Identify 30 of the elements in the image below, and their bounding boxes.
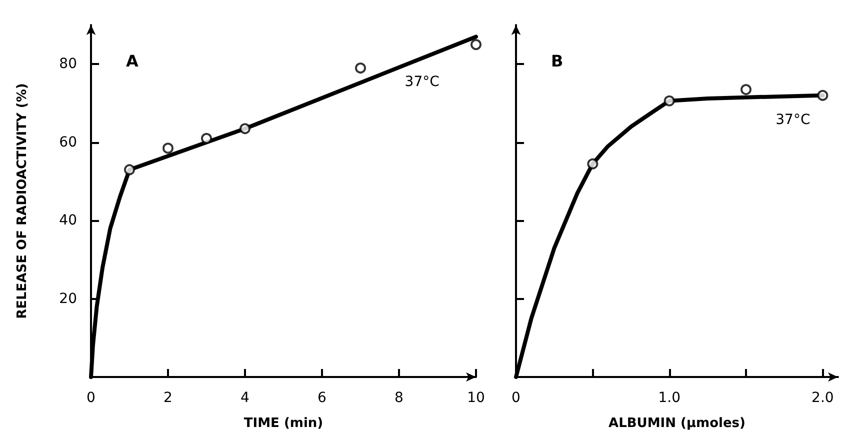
text: B [551,52,564,70]
point [355,62,366,74]
x-tick-label: 1.0 [658,390,680,406]
point [740,84,752,96]
point [201,132,212,144]
x-tick-label: 6 [318,390,327,406]
point [162,142,174,154]
annotation: 37°C [776,112,810,128]
x-axis-title: ALBUMIN (μmoles) [608,416,746,431]
x-tick-label: 2 [164,390,172,406]
y-tick-label: 40 [59,212,77,229]
point [587,158,598,170]
x-tick-label: 8 [394,390,404,406]
x-tick-label: 10 [467,390,485,406]
x-tick-label: 0 [86,390,96,406]
point [124,164,135,176]
y-tick-label: 80 [59,56,77,72]
x-tick-label: 0 [512,390,520,406]
x-tick-label: 4 [240,390,250,406]
y-axis-title: RELEASE OF RADIOACTIVITY (%) [15,83,30,319]
point [664,95,675,106]
y-tick-label: 20 [59,290,77,307]
text: A [126,52,139,70]
x-axis-title: TIME (min) [244,416,324,431]
point [240,123,250,134]
y-tick-label: 60 [59,134,77,150]
x-tick-label: 2.0 [812,390,834,406]
point [817,90,828,101]
annotation: 37°C [404,74,440,90]
point [470,39,482,50]
